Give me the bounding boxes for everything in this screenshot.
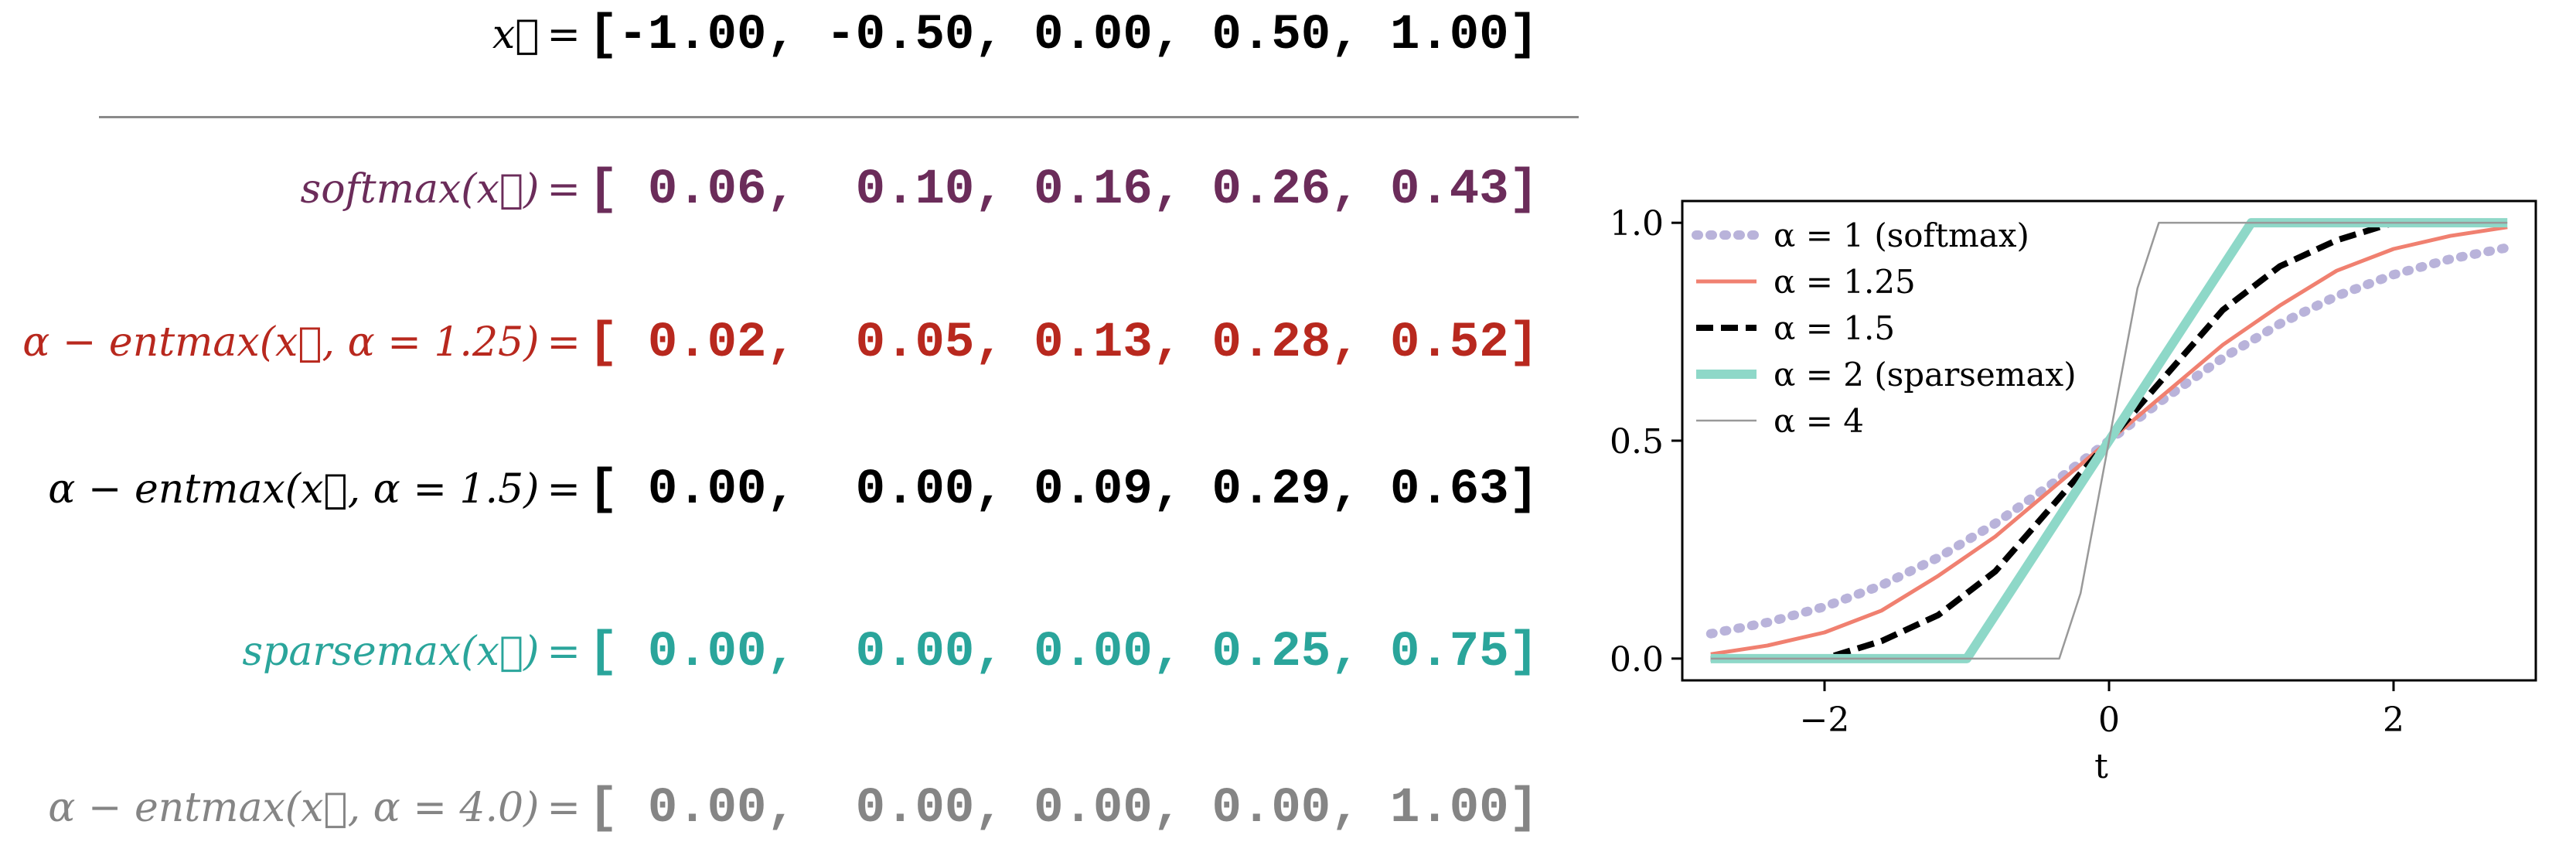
softmax-label: softmax(x⃗) xyxy=(300,166,540,213)
legend-label-2: α = 1.5 xyxy=(1774,309,1895,347)
sparsemax-row: sparsemax(x⃗) = [ 0.00, 0.00, 0.00, 0.25… xyxy=(0,625,1538,680)
series-line-4 xyxy=(1710,221,2508,660)
sparsemax-values: [ 0.00, 0.00, 0.00, 0.25, 0.75] xyxy=(588,625,1538,680)
equals-sign: = xyxy=(547,785,581,831)
legend-label-4: α = 4 xyxy=(1774,402,1864,440)
equals-sign: = xyxy=(547,466,581,513)
input-vector-values: [-1.00, -0.50, 0.00, 0.50, 1.00] xyxy=(588,8,1538,63)
entmax-4-values: [ 0.00, 0.00, 0.00, 0.00, 1.00] xyxy=(588,781,1538,837)
x-tick-label-0: −2 xyxy=(1800,700,1850,740)
entmax-15-row: α − entmax(x⃗, α = 1.5) = [ 0.00, 0.00, … xyxy=(0,462,1538,518)
softmax-values: [ 0.06, 0.10, 0.16, 0.26, 0.43] xyxy=(588,162,1538,218)
x-tick-label-2: 2 xyxy=(2383,700,2404,740)
entmax-125-row: α − entmax(x⃗, α = 1.25) = [ 0.02, 0.05,… xyxy=(0,315,1538,371)
x-tick-label-1: 0 xyxy=(2098,700,2120,740)
entmax-4-row: α − entmax(x⃗, α = 4.0) = [ 0.00, 0.00, … xyxy=(0,781,1538,837)
input-vector-symbol: x⃗ xyxy=(492,12,540,58)
y-tick-label-0: 0.0 xyxy=(1610,640,1664,680)
y-tick-label-2: 1.0 xyxy=(1610,204,1664,244)
equals-sign: = xyxy=(547,12,581,58)
entmax-125-values: [ 0.02, 0.05, 0.13, 0.28, 0.52] xyxy=(588,315,1538,371)
entmax-125-label: α − entmax(x⃗, α = 1.25) xyxy=(22,319,540,366)
legend-label-1: α = 1.25 xyxy=(1774,263,1916,301)
x-axis-label: t xyxy=(2094,747,2108,786)
y-tick-label-1: 0.5 xyxy=(1610,422,1664,462)
equals-sign: = xyxy=(547,166,581,213)
entmax-15-values: [ 0.00, 0.00, 0.09, 0.29, 0.63] xyxy=(588,462,1538,518)
legend-label-3: α = 2 (sparsemax) xyxy=(1774,356,2077,394)
sparsemax-label: sparsemax(x⃗) xyxy=(242,629,540,675)
entmax-15-label: α − entmax(x⃗, α = 1.5) xyxy=(48,466,540,513)
softmax-row: softmax(x⃗) = [ 0.06, 0.10, 0.16, 0.26, … xyxy=(0,162,1538,218)
equals-sign: = xyxy=(547,629,581,675)
entmax-curves-chart: 0.0 0.5 1.0 −2 0 2 t α = 1 (softmax) α = 1.25 α =… xyxy=(1610,199,2537,786)
divider-line xyxy=(99,116,1579,118)
equals-sign: = xyxy=(547,319,581,366)
legend-label-0: α = 1 (softmax) xyxy=(1774,216,2029,254)
input-vector-row: x⃗ = [-1.00, -0.50, 0.00, 0.50, 1.00] xyxy=(0,8,1538,63)
entmax-4-label: α − entmax(x⃗, α = 4.0) xyxy=(48,785,540,831)
